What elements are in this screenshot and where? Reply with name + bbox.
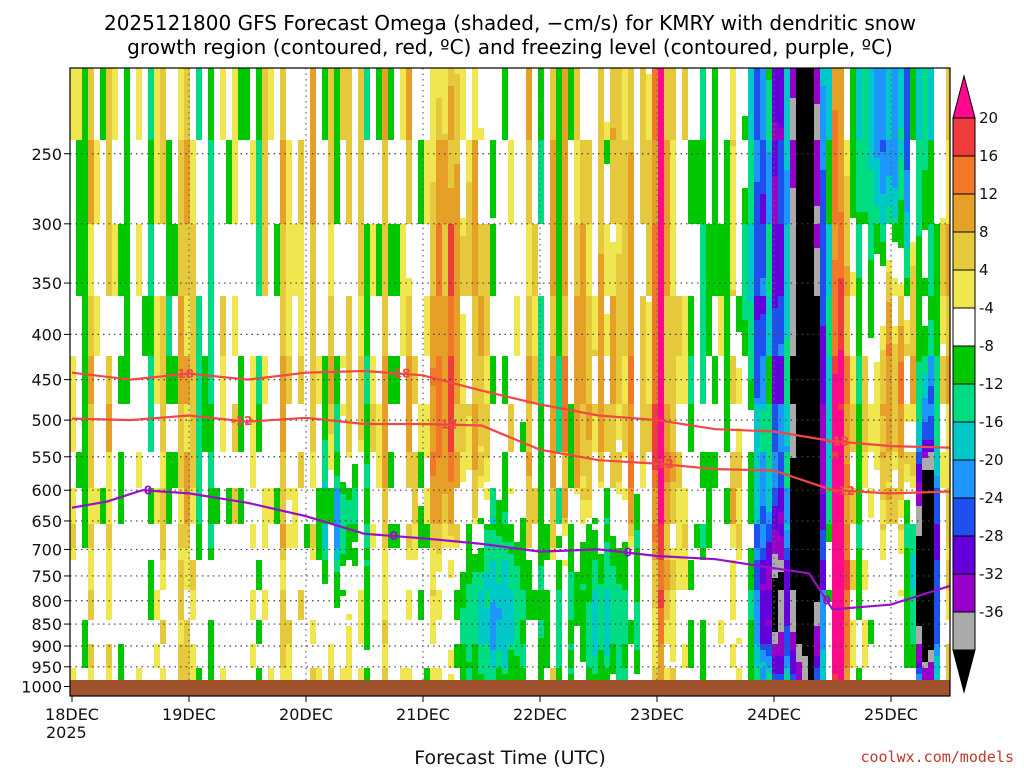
colorbar-segment-11 <box>952 535 976 575</box>
contour-label-1-1: -12 <box>436 418 458 432</box>
colorbar-tick-13: -36 <box>979 603 1004 621</box>
colorbar-tick-12: -32 <box>979 565 1004 583</box>
colorbar-tick-1: 16 <box>979 147 998 165</box>
contour-label-1-3: -12 <box>833 484 855 498</box>
y-tick-label-7: 600 <box>31 481 62 500</box>
plot-frame <box>69 67 951 697</box>
colorbar-tick-3: 8 <box>979 223 989 241</box>
x-tick-label-7: 25DEC <box>864 705 918 724</box>
y-tick-label-4: 450 <box>31 371 62 390</box>
y-axis: 250 300 350 400 450 500 550 600 650 700 750 800 850 9… <box>21 145 70 697</box>
x-axis: 18DEC 19DEC 20DEC 21DEC 22DEC 23DEC 24DEC 25DEC… <box>45 696 918 742</box>
colorbar-tick-0: 20 <box>979 109 998 127</box>
contour-label-2-3: 0 <box>822 594 830 608</box>
x-tick-label-6: 24DEC <box>747 705 801 724</box>
y-tick-label-0: 250 <box>31 145 62 164</box>
colorbar-tick-4: 4 <box>979 261 989 279</box>
colorbar-segment-3 <box>952 231 976 271</box>
colorbar-segment-6 <box>952 345 976 385</box>
contour-label-1-2: -12 <box>652 457 674 471</box>
terrain-surface <box>70 680 950 696</box>
y-tick-label-11: 800 <box>31 592 62 611</box>
colorbar-segment-13 <box>952 611 976 651</box>
x-tick-label-0: 18DEC <box>45 705 99 724</box>
colorbar-segment-10 <box>952 497 976 537</box>
colorbar: 20 16 12 8 4 -4 -8 -12 -16 -20 -24 -28 -32 -36 <box>952 74 1004 694</box>
colorbar-tick-2: 12 <box>979 185 998 203</box>
colorbar-segment-0 <box>952 117 976 157</box>
colorbar-segment-5 <box>952 307 976 347</box>
contour-line-2 <box>71 489 950 611</box>
grid-lines <box>70 68 950 688</box>
contour-label-2-2: 0 <box>624 546 632 560</box>
x-axis-label: Forecast Time (UTC) <box>414 747 605 768</box>
contour-label-2-0: 0 <box>144 484 152 498</box>
y-tick-label-5: 500 <box>31 411 62 430</box>
colorbar-tick-10: -24 <box>979 489 1004 507</box>
omega-shading <box>70 68 950 680</box>
colorbar-bottom-arrow <box>952 649 976 694</box>
y-tick-label-6: 550 <box>31 448 62 467</box>
x-tick-label-3: 21DEC <box>396 705 450 724</box>
y-tick-label-9: 700 <box>31 540 62 559</box>
colorbar-tick-8: -16 <box>979 413 1004 431</box>
y-tick-label-12: 850 <box>31 615 62 634</box>
contour-line-0 <box>71 369 950 449</box>
colorbar-segment-12 <box>952 573 976 613</box>
y-tick-label-15: 1000 <box>21 678 62 697</box>
credit-text[interactable]: coolwx.com/models <box>860 748 1014 766</box>
chart-title-line-1: 2025121800 GFS Forecast Omega (shaded, −… <box>104 11 916 35</box>
y-tick-label-8: 650 <box>31 512 62 531</box>
colorbar-tick-7: -12 <box>979 375 1004 393</box>
colorbar-tick-5: -4 <box>979 299 994 317</box>
chart-title-line-2: growth region (contoured, red, ºC) and f… <box>127 35 893 59</box>
x-year-label: 2025 <box>46 723 87 742</box>
y-tick-label-3: 400 <box>31 325 62 344</box>
y-tick-label-14: 950 <box>31 658 62 677</box>
y-tick-label-13: 900 <box>31 637 62 656</box>
contour-label-0-1: -18 <box>389 367 411 381</box>
y-tick-label-1: 300 <box>31 215 62 234</box>
colorbar-top-arrow <box>952 74 976 119</box>
plot-area: -18 -18 -18 -12 -12 -12 -12 0 0 0 0 <box>70 68 950 696</box>
temperature-contours: -18 -18 -18 -12 -12 -12 -12 0 0 0 0 <box>71 367 950 611</box>
contour-label-2-1: 0 <box>390 529 398 543</box>
colorbar-segment-9 <box>952 459 976 499</box>
colorbar-segment-4 <box>952 269 976 309</box>
contour-label-0-0: -18 <box>172 367 194 381</box>
x-tick-label-5: 23DEC <box>630 705 684 724</box>
x-tick-label-1: 19DEC <box>162 705 216 724</box>
colorbar-segment-8 <box>952 421 976 461</box>
colorbar-segment-1 <box>952 155 976 195</box>
x-tick-label-4: 22DEC <box>513 705 567 724</box>
colorbar-tick-9: -20 <box>979 451 1004 469</box>
colorbar-segment-7 <box>952 383 976 423</box>
contour-line-1 <box>71 414 950 495</box>
x-tick-label-2: 20DEC <box>279 705 333 724</box>
y-tick-label-10: 750 <box>31 567 62 586</box>
colorbar-tick-6: -8 <box>979 337 994 355</box>
colorbar-segment-2 <box>952 193 976 233</box>
y-tick-label-2: 350 <box>31 274 62 293</box>
contour-label-0-2: -18 <box>828 435 850 449</box>
colorbar-tick-11: -28 <box>979 527 1004 545</box>
contour-label-1-0: -12 <box>231 414 253 428</box>
